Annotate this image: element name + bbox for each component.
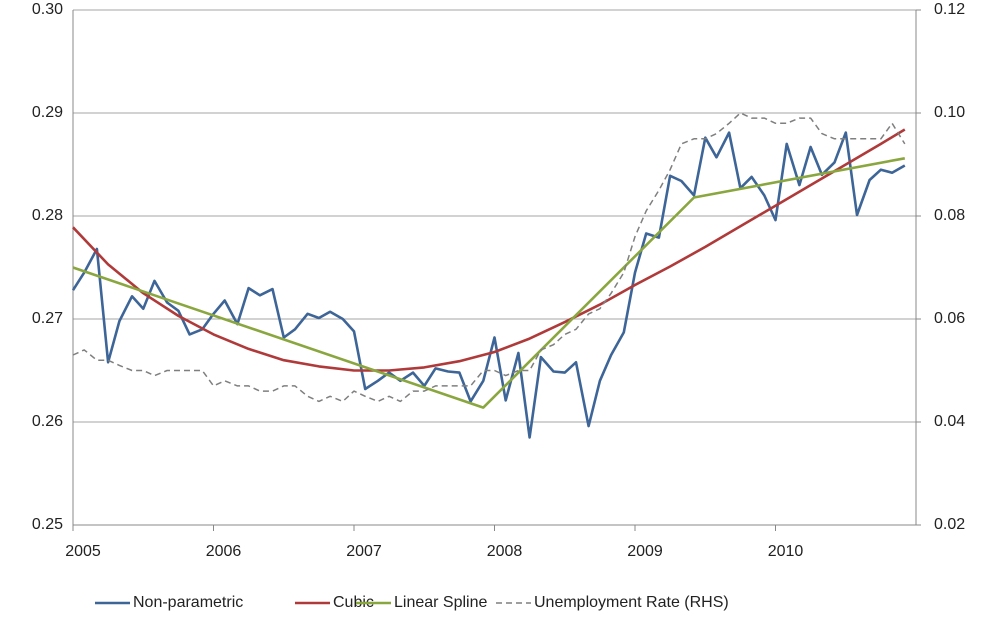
y2-tick-label: 0.12: [934, 1, 965, 18]
y2-tick-label: 0.06: [934, 310, 965, 327]
x-tick-label: 2005: [65, 543, 101, 560]
y2-tick-label: 0.02: [934, 516, 965, 533]
y-tick-label: 0.26: [32, 413, 63, 430]
y-tick-label: 0.27: [32, 310, 63, 327]
y-tick-label: 0.30: [32, 1, 63, 18]
legend-label: Linear Spline: [394, 594, 488, 611]
y-tick-label: 0.28: [32, 207, 63, 224]
y-tick-label: 0.25: [32, 516, 63, 533]
y2-tick-label: 0.04: [934, 413, 965, 430]
x-tick-label: 2008: [487, 543, 523, 560]
y2-tick-label: 0.08: [934, 207, 965, 224]
series-line: [72, 157, 906, 409]
y-tick-label: 0.29: [32, 104, 63, 121]
x-tick-label: 2006: [206, 543, 242, 560]
legend-label: Cubic: [333, 594, 374, 611]
x-tick-label: 2010: [768, 543, 804, 560]
x-tick-label: 2009: [627, 543, 663, 560]
x-tick-label: 2007: [346, 543, 382, 560]
series-line: [72, 112, 906, 403]
series-line: [72, 128, 906, 372]
series-line: [71, 131, 906, 439]
legend-label: Non-parametric: [133, 594, 243, 611]
legend-label: Unemployment Rate (RHS): [534, 594, 729, 611]
y2-tick-label: 0.10: [934, 104, 965, 121]
